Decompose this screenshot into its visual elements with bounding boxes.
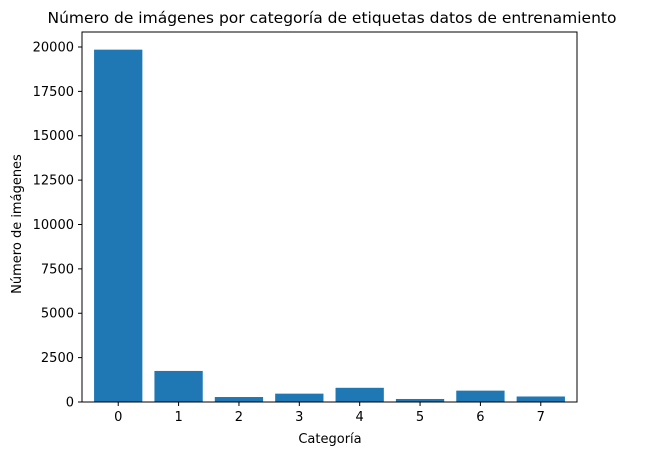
y-tick-label: 5000 — [41, 307, 74, 322]
bar-category-6 — [456, 390, 505, 402]
bar-category-3 — [275, 393, 324, 402]
y-axis-label: Número de imágenes — [10, 154, 25, 294]
y-tick-label: 20000 — [33, 40, 74, 55]
x-tick-label: 3 — [295, 410, 303, 425]
chart-title: Número de imágenes por categoría de etiq… — [48, 9, 617, 27]
y-tick-label: 12500 — [33, 174, 74, 189]
bar-category-5 — [395, 398, 445, 402]
bar-category-7 — [516, 396, 565, 402]
y-tick-label: 17500 — [33, 85, 74, 100]
bar-category-2 — [214, 397, 264, 402]
bars-group — [94, 49, 565, 402]
x-tick-label: 1 — [174, 410, 182, 425]
y-tick-label: 7500 — [41, 262, 74, 277]
y-tick-label: 2500 — [41, 351, 74, 366]
bar-category-1 — [154, 370, 203, 402]
y-tick-label: 15000 — [33, 129, 74, 144]
bar-category-0 — [94, 49, 143, 402]
x-tick-label: 4 — [356, 410, 364, 425]
y-axis-ticks: 0 2500 5000 7500 10000 12500 15000 17500 20000 — [33, 40, 82, 411]
x-tick-label: 2 — [235, 410, 243, 425]
x-axis-label: Categoría — [298, 432, 361, 447]
plot-area-frame — [81, 31, 578, 403]
x-tick-label: 6 — [476, 410, 484, 425]
x-tick-label: 7 — [537, 410, 545, 425]
x-tick-label: 0 — [114, 410, 122, 425]
y-tick-label: 0 — [66, 396, 74, 411]
x-axis-ticks: 0 1 2 3 4 5 6 7 — [114, 402, 545, 425]
bar-category-4 — [335, 387, 384, 402]
x-tick-label: 5 — [416, 410, 424, 425]
y-tick-label: 10000 — [33, 218, 74, 233]
